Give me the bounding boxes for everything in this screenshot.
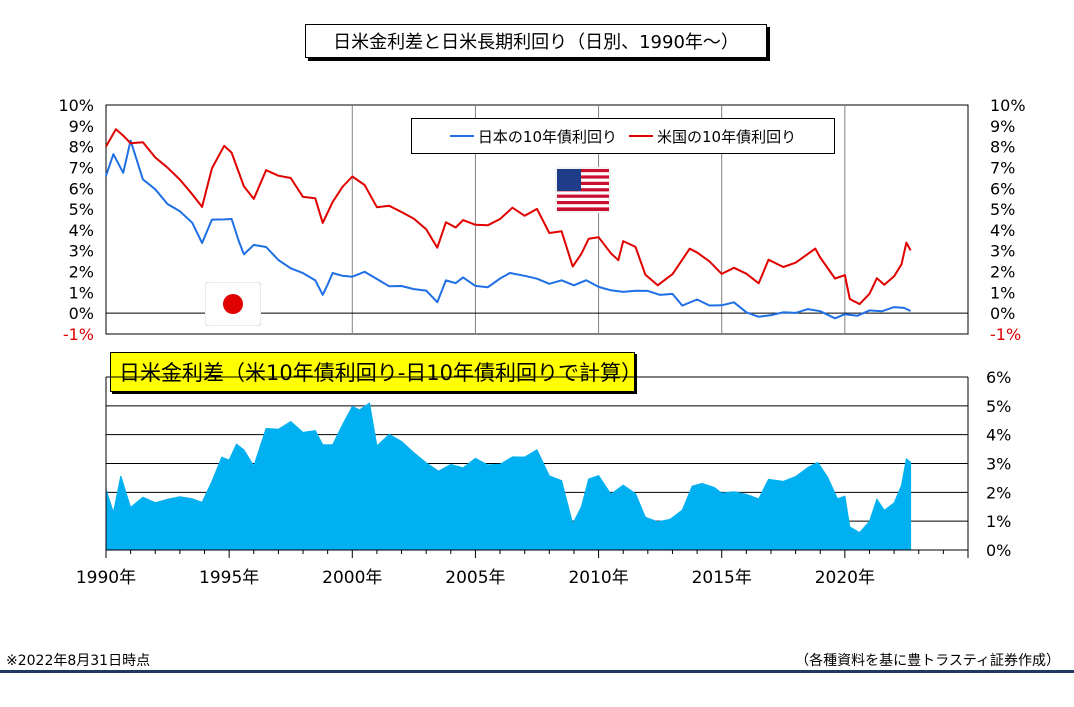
spread-y-tick-label: 1% — [986, 512, 1011, 531]
chart-title: 日米金利差と日米長期利回り（日別、1990年～） — [305, 24, 767, 58]
spread-y-tick-label: 5% — [986, 397, 1011, 416]
y-tick-label-left: 2% — [69, 263, 94, 282]
series-line-us — [105, 128, 912, 306]
legend-item-jp: 日本の10年債利回り — [449, 126, 617, 147]
footnote-date: ※2022年8月31日時点 — [6, 653, 151, 669]
y-tick-label-right: 1% — [990, 283, 1015, 302]
y-tick-label-left: 7% — [69, 158, 94, 177]
x-tick-label: 1995年 — [199, 568, 259, 588]
spread-area — [105, 402, 912, 551]
spread-y-tick-label: 0% — [986, 541, 1011, 560]
y-tick-label-right: 4% — [990, 221, 1015, 240]
x-tick-label: 2000年 — [322, 568, 382, 588]
legend-swatch-jp — [449, 135, 474, 137]
yield-line-chart: 10% 10%9% 9%8% 8%7% 7%6% 6%5% 5%4% 4%3% 3%2% 2%1%… — [58, 96, 1026, 344]
y-tick-label-left: 1% — [69, 283, 94, 302]
y-tick-label-left: -1% — [63, 325, 94, 344]
spread-y-tick-label: 2% — [986, 483, 1011, 502]
y-tick-label-left: 10% — [58, 96, 94, 115]
spread-y-tick-label: 3% — [986, 455, 1011, 474]
japan-flag-icon — [205, 282, 261, 326]
spread-chart-title: 日米金利差（米10年債利回り-日10年債利回りで計算） — [110, 352, 642, 392]
bottom-divider — [0, 670, 1074, 673]
y-tick-label-right: 5% — [990, 200, 1015, 219]
series-line-jp — [105, 139, 912, 320]
legend-item-us: 米国の10年債利回り — [629, 126, 796, 147]
y-tick-label-right: 7% — [990, 158, 1015, 177]
x-tick-label: 2010年 — [568, 568, 628, 588]
source-note: （各種資料を基に豊トラスティ証券作成） — [795, 653, 1060, 669]
y-tick-label-right: 10% — [990, 96, 1026, 115]
y-tick-label-right: 3% — [990, 242, 1015, 261]
y-tick-label-left: 5% — [69, 200, 94, 219]
y-tick-label-left: 4% — [69, 221, 94, 240]
spread-y-tick-label: 6% — [986, 368, 1011, 387]
y-tick-label-right: 6% — [990, 179, 1015, 198]
y-tick-label-left: 9% — [69, 117, 94, 136]
y-tick-label-left: 3% — [69, 242, 94, 261]
y-tick-label-left: 6% — [69, 179, 94, 198]
x-tick-label: 2015年 — [692, 568, 752, 588]
y-tick-label-right: 8% — [990, 138, 1015, 157]
legend-swatch-us — [629, 135, 653, 137]
y-tick-label-left: 0% — [69, 304, 94, 323]
x-tick-label: 2020年 — [815, 568, 875, 588]
y-tick-label-right: -1% — [990, 325, 1021, 344]
legend-label-us: 米国の10年債利回り — [657, 127, 797, 146]
spread-y-tick-label: 4% — [986, 426, 1011, 445]
y-tick-label-left: 8% — [69, 138, 94, 157]
spread-area-chart: 6% 5% 4% 3% 2% 1% 0% 1990年 1995年 2000年 2005年 2010年 2… — [76, 368, 1012, 588]
legend: 日本の10年債利回り 米国の10年債利回り — [411, 118, 835, 154]
y-tick-label-right: 0% — [990, 304, 1015, 323]
y-tick-label-right: 2% — [990, 263, 1015, 282]
us-flag-icon — [555, 167, 611, 213]
x-tick-label: 2005年 — [445, 568, 505, 588]
legend-label-jp: 日本の10年債利回り — [477, 127, 617, 146]
y-tick-label-right: 9% — [990, 117, 1015, 136]
x-tick-label: 1990年 — [76, 568, 136, 588]
